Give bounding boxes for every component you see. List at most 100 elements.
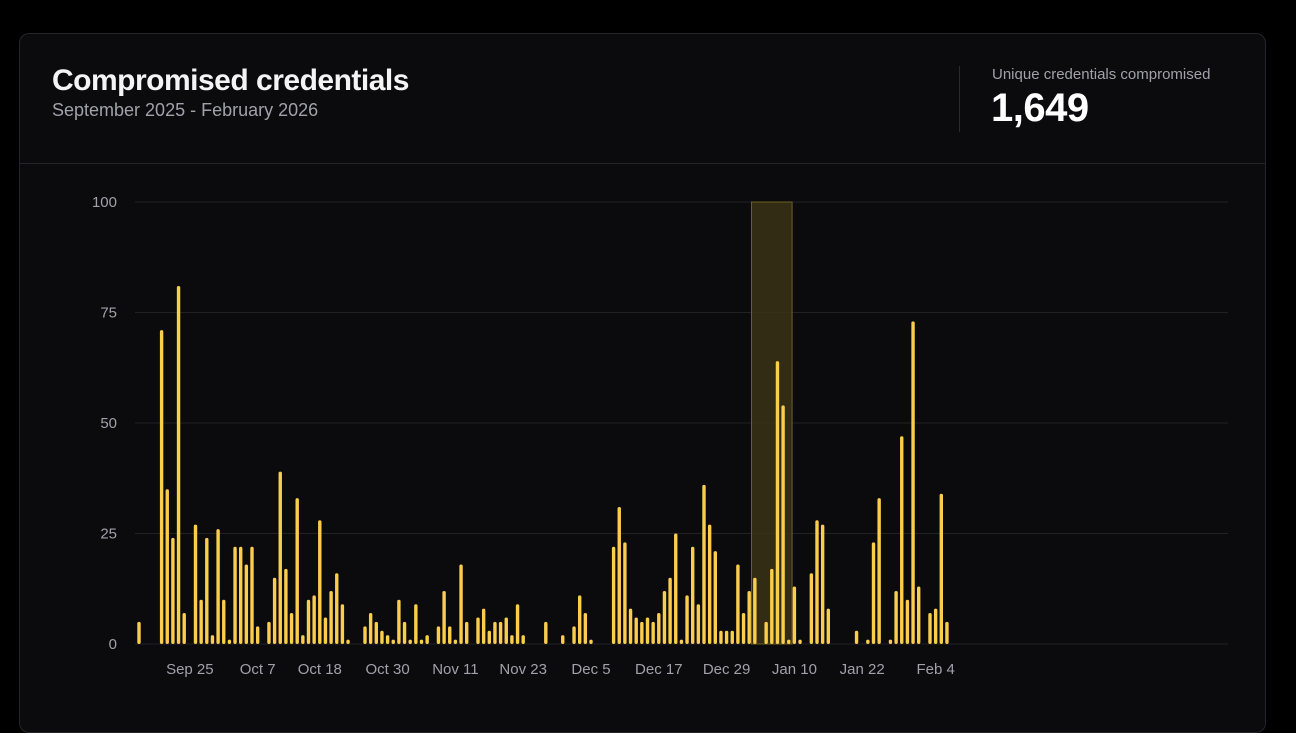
bar: [272, 577, 277, 644]
bar: [165, 489, 169, 644]
bar: [391, 639, 395, 644]
bar: [222, 599, 226, 644]
bar: [408, 639, 412, 644]
bar: [798, 639, 802, 644]
bar: [346, 639, 350, 644]
bar: [199, 599, 203, 644]
y-tick-label: 25: [100, 526, 117, 543]
bar: [657, 613, 661, 644]
bar: [244, 564, 249, 644]
bar: [628, 608, 633, 644]
bar: [205, 537, 209, 644]
bar: [216, 529, 220, 644]
bar: [770, 568, 774, 644]
bar: [284, 568, 288, 644]
bar: [278, 471, 282, 644]
bar: [385, 635, 390, 644]
bar: [233, 546, 237, 644]
y-tick-label: 100: [92, 194, 117, 211]
bar: [171, 537, 175, 644]
bar: [493, 621, 497, 644]
bar: [640, 621, 644, 644]
bar: [679, 639, 684, 644]
bar: [159, 330, 164, 644]
bar: [465, 621, 469, 644]
y-tick-label: 75: [100, 305, 117, 322]
bar: [459, 564, 463, 644]
bar: [255, 626, 260, 644]
x-tick-label: Dec 29: [703, 661, 751, 678]
bar: [668, 577, 672, 644]
bar: [820, 524, 825, 644]
x-tick-label: Nov 11: [432, 661, 478, 678]
bar: [504, 617, 508, 644]
bar: [905, 599, 910, 644]
bar: [137, 621, 141, 644]
daily-bar-chart: 0 25 50 75 100 Sep 25 Oct 7 Oct 18 Oct 30 Nov 11 N…: [92, 194, 1228, 678]
bar: [182, 613, 186, 644]
bar: [611, 546, 616, 644]
bar: [719, 630, 723, 644]
bar: [380, 630, 384, 644]
bar: [402, 621, 407, 644]
bar: [312, 595, 316, 644]
bar: [210, 635, 215, 644]
stat-value: 1,649: [991, 86, 1089, 130]
bar: [736, 564, 740, 644]
bar: [515, 604, 520, 644]
bar: [900, 436, 904, 644]
bar: [888, 639, 893, 644]
bar: [544, 621, 548, 644]
bar: [911, 321, 915, 644]
x-tick-label: Dec 5: [571, 661, 610, 678]
bar: [589, 639, 593, 644]
bar: [877, 498, 881, 644]
bar: [809, 573, 814, 644]
bar: [363, 626, 367, 644]
x-tick-label: Sep 25: [166, 661, 214, 678]
bar: [617, 506, 621, 644]
date-range-subtitle: September 2025 - February 2026: [52, 100, 319, 120]
bar: [498, 621, 503, 644]
bar: [250, 546, 254, 644]
bar: [781, 405, 785, 644]
bar: [340, 604, 345, 644]
x-tick-label: Oct 18: [298, 661, 342, 678]
bar: [713, 551, 717, 644]
bar: [289, 613, 294, 644]
bar: [448, 626, 452, 644]
bar: [674, 533, 678, 644]
bar: [239, 546, 243, 644]
bar: [775, 361, 780, 644]
bar: [764, 621, 768, 644]
bar: [928, 613, 932, 644]
bar: [481, 608, 486, 644]
stat-divider: [959, 66, 960, 132]
page-title: Compromised credentials: [52, 64, 409, 97]
bar: [578, 595, 582, 644]
bar: [945, 621, 949, 644]
x-tick-label: Feb 4: [916, 661, 954, 678]
bar: [871, 542, 876, 644]
bar: [623, 542, 627, 644]
bar: [267, 621, 271, 644]
bar: [753, 577, 757, 644]
bar: [707, 524, 712, 644]
bar: [487, 630, 491, 644]
card-header: Compromised credentials September 2025 -…: [20, 34, 1265, 164]
bar: [854, 630, 859, 644]
bar: [453, 639, 458, 644]
bar: [227, 639, 232, 644]
bar: [634, 617, 638, 644]
bar: [696, 604, 701, 644]
bar: [295, 498, 299, 644]
bar: [917, 586, 921, 644]
bar: [419, 639, 424, 644]
bar: [301, 635, 305, 644]
bar: [792, 586, 797, 644]
x-tick-label: Oct 30: [366, 661, 410, 678]
x-tick-label: Jan 10: [772, 661, 817, 678]
bar: [335, 573, 339, 644]
y-tick-label: 0: [109, 636, 117, 653]
bar: [894, 590, 898, 644]
